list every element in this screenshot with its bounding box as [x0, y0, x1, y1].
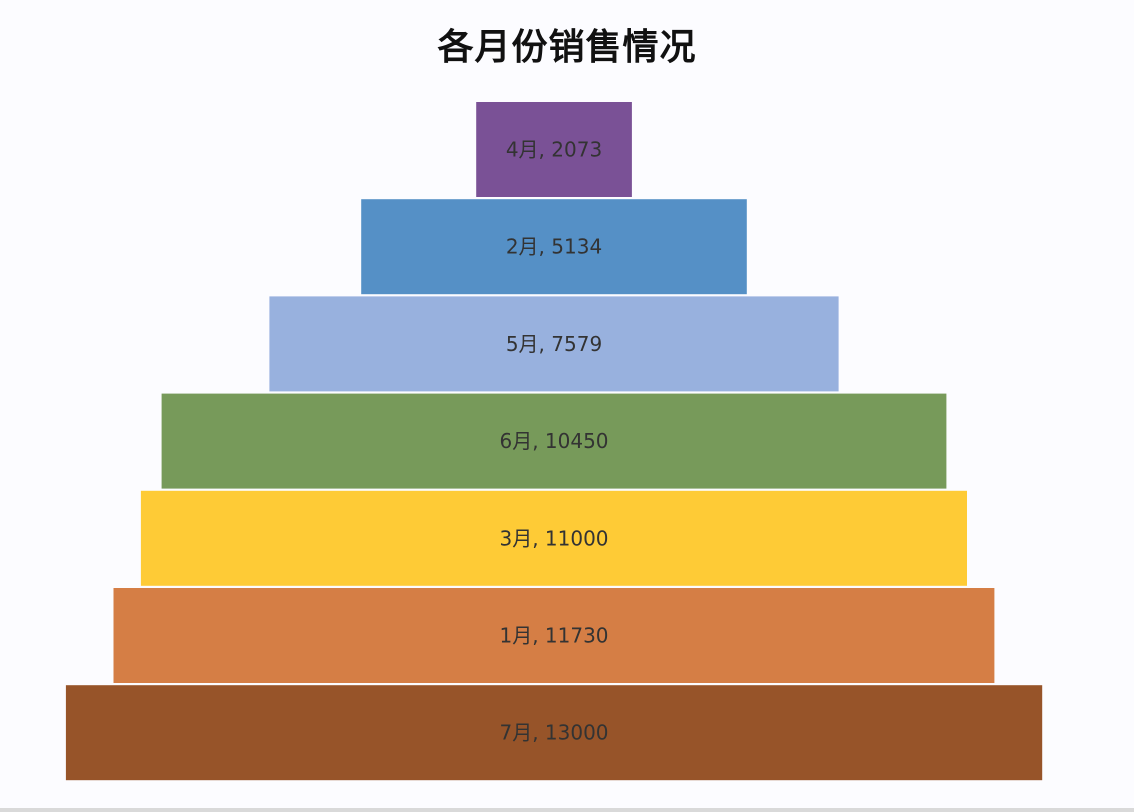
funnel-bar-label: 5月, 7579: [506, 332, 602, 356]
funnel-bar-7月: [65, 685, 1043, 781]
funnel-bar-label: 3月, 11000: [499, 526, 608, 550]
funnel-bar-6月: [161, 393, 947, 489]
funnel-bar-5月: [269, 296, 839, 392]
chart-title: 各月份销售情况: [437, 27, 697, 68]
funnel-bar-label: 7月, 13000: [499, 721, 608, 745]
bottom-divider: [0, 808, 1134, 812]
funnel-bar-label: 2月, 5134: [506, 235, 602, 259]
funnel-bar-4月: [476, 102, 632, 197]
funnel-bar-1月: [113, 588, 995, 683]
funnel-bar-2月: [361, 199, 747, 295]
funnel-bar-label: 6月, 10450: [499, 429, 608, 453]
funnel-bar-3月: [140, 490, 967, 586]
funnel-bar-label: 1月, 11730: [499, 624, 608, 648]
funnel-bar-label: 4月, 2073: [506, 138, 602, 162]
